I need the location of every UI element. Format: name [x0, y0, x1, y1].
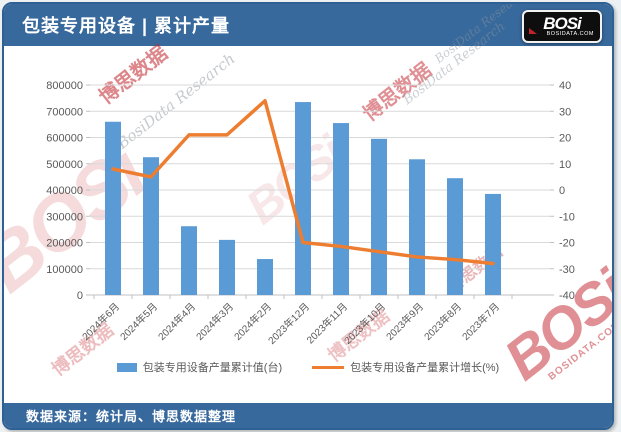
x-axis-label: 2023年8月: [421, 300, 464, 343]
x-axis-label: 2023年9月: [383, 300, 426, 343]
y-axis-label-left: 600000: [46, 133, 83, 145]
y-axis-label-right: -30: [559, 264, 575, 276]
data-source-text: 数据来源：统计局、博思数据整理: [26, 409, 237, 424]
y-axis-label-right: -20: [559, 238, 575, 250]
bar: [143, 157, 159, 295]
bar: [409, 159, 425, 295]
bar: [447, 178, 463, 295]
y-axis-label-right: 30: [559, 106, 571, 118]
bar: [295, 102, 311, 295]
combo-chart: 0 100000 200000 300000 400000 500000 600000 700…: [46, 80, 575, 347]
y-axis-label-right: 10: [559, 159, 571, 171]
bosi-logo: BOSi BOSIDATA.COM: [522, 10, 602, 43]
logo-domain-text: BOSIDATA.COM: [546, 31, 594, 37]
x-axis-label: 2023年7月: [459, 300, 502, 343]
line-series-swatch: [312, 365, 345, 369]
bar: [181, 226, 197, 295]
legend-item-bar-series: 包装专用设备产量累计值(台): [116, 359, 283, 375]
x-axis-label: 2023年10月: [341, 300, 388, 347]
y-axis-label-left: 500000: [46, 159, 83, 171]
y-axis-label-right: -10: [559, 211, 575, 223]
y-axis-label-right: -40: [559, 290, 575, 302]
x-axis-label: 2024年5月: [117, 300, 160, 343]
y-axis-label-right: 40: [559, 80, 571, 92]
bar: [219, 239, 235, 295]
footer-bar: 数据来源：统计局、博思数据整理: [4, 403, 612, 428]
chart-legend: 包装专用设备产量累计值(台) 包装专用设备产量累计增长(%): [4, 359, 612, 375]
y-axis-label-left: 700000: [46, 106, 83, 118]
legend-item-line-series: 包装专用设备产量累计增长(%): [312, 359, 499, 375]
bar: [371, 138, 387, 295]
chart-panel: 博思数据 BosiData Research 博思数据 BosiData Res…: [2, 2, 614, 430]
page-title: 包装专用设备 | 累计产量: [22, 16, 231, 36]
y-axis-label-right: 20: [559, 133, 571, 145]
bar-series-label: 包装专用设备产量累计值(台): [142, 362, 283, 374]
bar: [257, 259, 273, 295]
x-axis-label: 2024年3月: [193, 300, 236, 343]
line-series-label: 包装专用设备产量累计增长(%): [350, 362, 500, 374]
growth-line: [111, 99, 495, 266]
bar-series-swatch: [116, 362, 137, 372]
y-axis-label-left: 300000: [46, 211, 83, 223]
y-axis-label-left: 800000: [46, 80, 83, 92]
x-axis-label: 2024年6月: [79, 300, 122, 343]
logo-wedge-icon: [529, 28, 537, 34]
bar: [333, 123, 349, 295]
bar: [105, 121, 121, 295]
y-axis-label-left: 0: [77, 290, 83, 302]
y-axis-label-left: 100000: [46, 264, 83, 276]
x-axis-label: 2024年4月: [155, 300, 198, 343]
header-bar: 包装专用设备 | 累计产量: [4, 4, 612, 46]
y-axis-label-left: 200000: [46, 238, 83, 250]
y-axis-label-left: 400000: [46, 185, 83, 197]
logo-brand-text: BOSi: [543, 14, 582, 33]
y-axis-label-right: 0: [559, 185, 565, 197]
x-axis-label: 2024年2月: [231, 300, 274, 343]
bar: [485, 193, 501, 295]
